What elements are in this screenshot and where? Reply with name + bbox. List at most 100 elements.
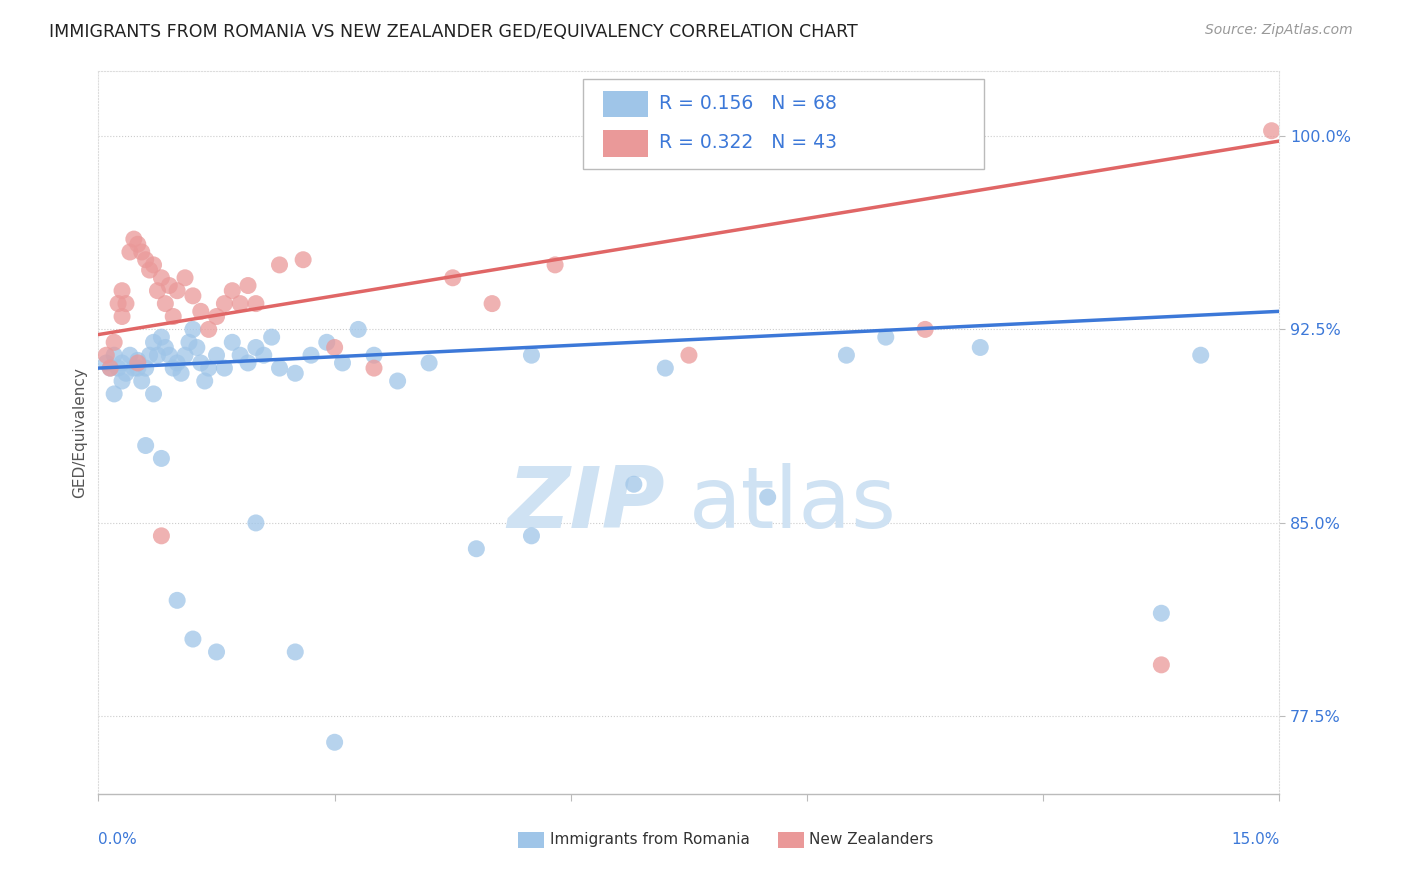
Point [654, 361, 676, 376]
Y-axis label: GED/Equivalency: GED/Equivalency [72, 368, 87, 498]
Text: IMMIGRANTS FROM ROMANIA VS NEW ZEALANDER GED/EQUIVALENCY CORRELATION CHART: IMMIGRANTS FROM ROMANIA VS NEW ZEALANDER… [49, 23, 858, 41]
Point [245, 516, 267, 530]
Point [835, 348, 858, 362]
Point [441, 270, 464, 285]
Point [177, 335, 200, 350]
Point [142, 387, 165, 401]
Point [363, 361, 385, 376]
Bar [778, 832, 803, 848]
Text: Immigrants from Romania: Immigrants from Romania [550, 832, 749, 847]
Point [111, 374, 134, 388]
Point [118, 348, 141, 362]
Point [103, 387, 125, 401]
Text: 0.0%: 0.0% [98, 832, 138, 847]
Point [103, 348, 125, 362]
Point [190, 356, 212, 370]
Point [96, 356, 118, 370]
Point [122, 232, 145, 246]
Point [157, 278, 180, 293]
Point [969, 341, 991, 355]
Point [520, 529, 543, 543]
Point [197, 322, 219, 336]
Point [118, 244, 141, 259]
Point [284, 366, 307, 380]
Text: atlas: atlas [689, 463, 897, 547]
Point [135, 252, 157, 267]
Text: 15.0%: 15.0% [1232, 832, 1279, 847]
Text: R = 0.156   N = 68: R = 0.156 N = 68 [659, 95, 838, 113]
Point [131, 374, 153, 388]
Text: New Zealanders: New Zealanders [810, 832, 934, 847]
Text: Source: ZipAtlas.com: Source: ZipAtlas.com [1205, 23, 1353, 37]
Point [260, 330, 283, 344]
Point [253, 348, 276, 362]
Point [315, 335, 337, 350]
Point [166, 593, 188, 607]
Point [127, 361, 149, 376]
Point [520, 348, 543, 362]
Point [623, 477, 645, 491]
Point [115, 296, 138, 310]
Point [544, 258, 567, 272]
Point [127, 353, 149, 368]
Point [205, 348, 228, 362]
Point [229, 348, 252, 362]
Point [155, 341, 177, 355]
Point [181, 289, 204, 303]
Point [98, 361, 121, 376]
Bar [603, 130, 648, 157]
Point [166, 284, 188, 298]
Point [1189, 348, 1212, 362]
Point [138, 263, 160, 277]
Text: ZIP: ZIP [508, 463, 665, 547]
Point [347, 322, 370, 336]
Point [170, 366, 193, 380]
Point [236, 278, 259, 293]
Bar [603, 90, 648, 117]
Point [678, 348, 700, 362]
Point [150, 451, 173, 466]
Point [138, 348, 160, 362]
Point [363, 348, 385, 362]
Point [111, 284, 134, 298]
Point [245, 296, 267, 310]
Point [150, 529, 173, 543]
Point [107, 296, 129, 310]
Point [465, 541, 488, 556]
Point [127, 237, 149, 252]
Point [190, 304, 212, 318]
Point [481, 296, 503, 310]
Point [122, 361, 145, 376]
Point [135, 361, 157, 376]
Point [875, 330, 897, 344]
Point [418, 356, 440, 370]
Point [236, 356, 259, 370]
Point [96, 348, 118, 362]
Point [181, 322, 204, 336]
Point [269, 258, 291, 272]
Point [756, 490, 779, 504]
Point [135, 438, 157, 452]
Point [221, 335, 243, 350]
Point [194, 374, 217, 388]
FancyBboxPatch shape [582, 78, 984, 169]
Text: R = 0.322   N = 43: R = 0.322 N = 43 [659, 133, 838, 152]
Point [323, 341, 346, 355]
Point [98, 361, 121, 376]
Point [127, 356, 149, 370]
Point [323, 735, 346, 749]
Point [131, 244, 153, 259]
Point [284, 645, 307, 659]
Point [229, 296, 252, 310]
Bar [517, 832, 544, 848]
Point [115, 366, 138, 380]
Point [174, 348, 197, 362]
Point [214, 296, 236, 310]
Point [914, 322, 936, 336]
Point [111, 356, 134, 370]
Point [205, 645, 228, 659]
Point [155, 296, 177, 310]
Point [205, 310, 228, 324]
Point [1260, 124, 1282, 138]
Point [157, 348, 180, 362]
